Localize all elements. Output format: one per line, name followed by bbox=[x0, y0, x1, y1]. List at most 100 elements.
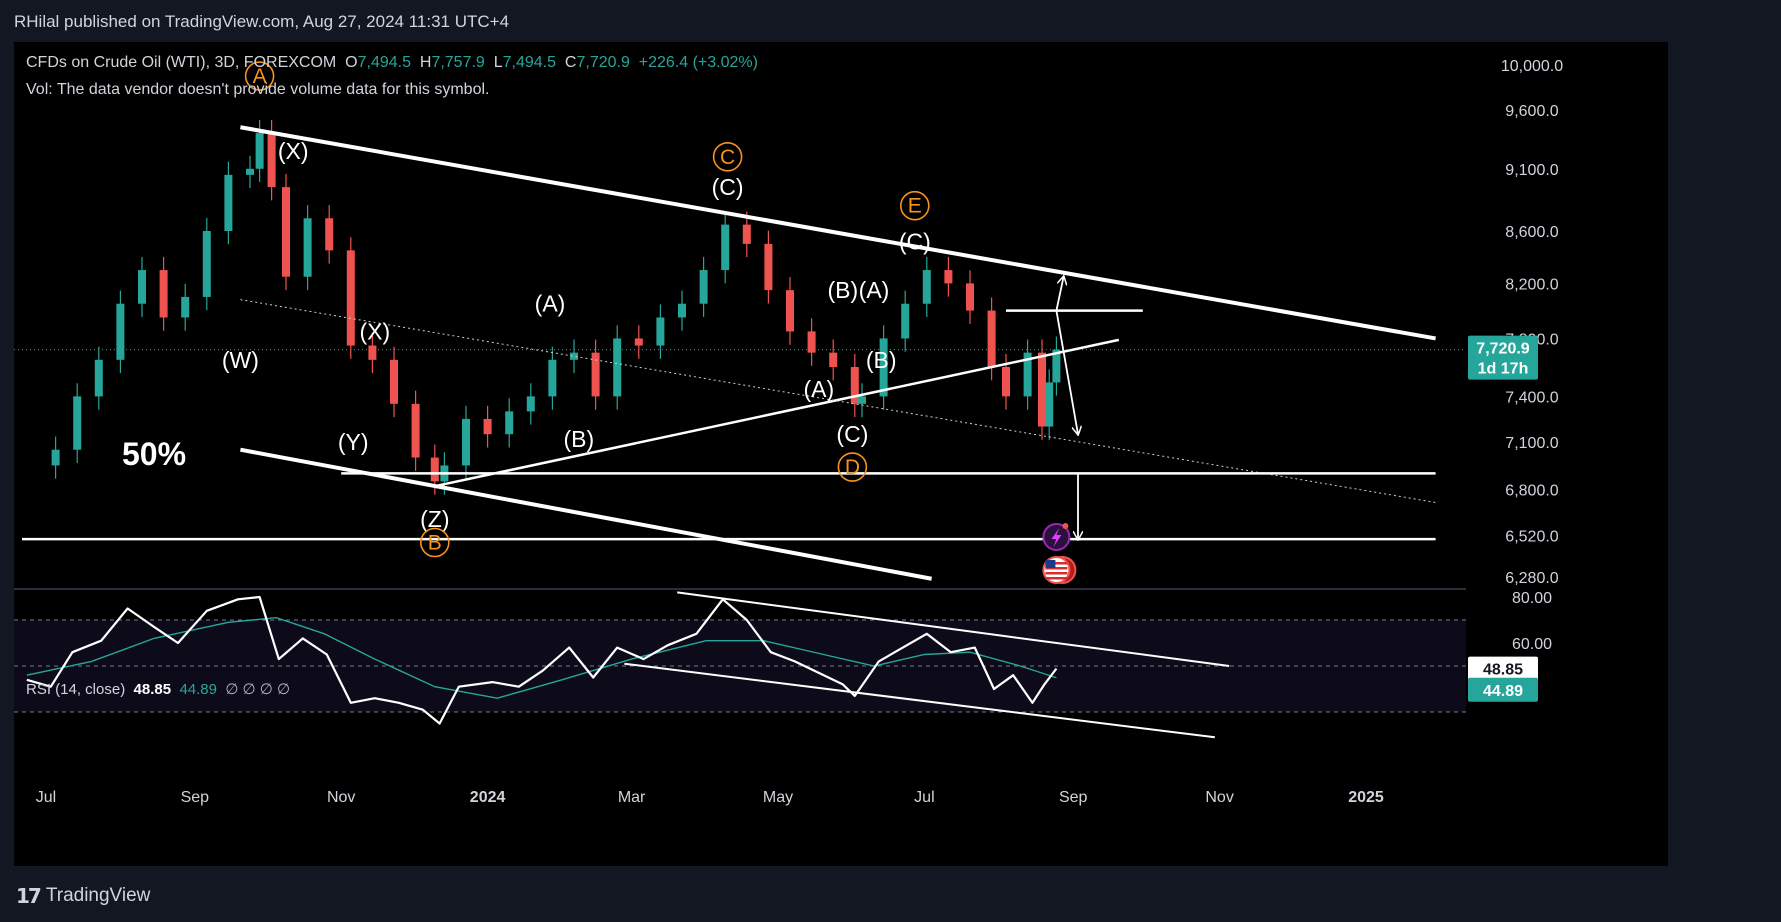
candle-body bbox=[1023, 352, 1032, 397]
candle-body bbox=[591, 352, 600, 397]
wave-label: (X) bbox=[278, 138, 309, 164]
elliott-wave-labels: A(X)(W)(X)(Y)(Z)B(A)(B)C(C)(A)(B) (A)(B)(… bbox=[222, 61, 931, 558]
wave-label: (C) bbox=[712, 174, 744, 200]
symbol-legend[interactable]: CFDs on Crude Oil (WTI), 3D, FOREXCOM O7… bbox=[26, 54, 758, 72]
price-tick-label: 8,600.0 bbox=[1505, 224, 1558, 241]
rsi-value-badge-text: 48.85 bbox=[1483, 662, 1523, 679]
price-badge-text: 1d 17h bbox=[1478, 361, 1529, 378]
rsi-legend[interactable]: RSI (14, close) 48.85 44.89 ∅ ∅ ∅ ∅ bbox=[26, 680, 290, 698]
candle-body bbox=[462, 418, 470, 466]
price-tick-label: 9,600.0 bbox=[1505, 103, 1558, 120]
time-tick-label: Sep bbox=[181, 789, 210, 806]
publisher-header: RHilal published on TradingView.com, Aug… bbox=[0, 0, 1781, 42]
price-tick-label: 7,100.0 bbox=[1505, 435, 1558, 452]
wave-label: (B) bbox=[827, 277, 858, 303]
lightning-event-icon bbox=[1042, 523, 1071, 551]
candle-body bbox=[901, 303, 910, 339]
price-badge: 7,720.9 1d 17h bbox=[1468, 335, 1538, 380]
candle-body bbox=[181, 296, 190, 318]
candle-body bbox=[829, 352, 838, 368]
rsi-ma-line bbox=[26, 616, 1057, 699]
time-tick-label: 2025 bbox=[1348, 789, 1384, 806]
time-tick-label: Jul bbox=[36, 789, 56, 806]
candle-body bbox=[282, 187, 290, 277]
candle-body bbox=[764, 243, 773, 291]
candle-body bbox=[1052, 349, 1061, 383]
wave-circle bbox=[712, 141, 743, 172]
candle-body bbox=[116, 303, 125, 360]
price-tick-label: 8,200.0 bbox=[1505, 276, 1558, 293]
candle-body bbox=[570, 352, 578, 360]
change-value: +226.4 (+3.02%) bbox=[638, 54, 758, 71]
wave-label: (B) bbox=[563, 426, 594, 452]
projection-arrow bbox=[1055, 310, 1078, 435]
candle-body bbox=[548, 359, 557, 397]
candle-body bbox=[368, 345, 377, 360]
candle-body bbox=[526, 396, 535, 412]
rsi-legend-ma-value: 44.89 bbox=[179, 681, 217, 698]
candle-body bbox=[879, 338, 888, 397]
flag-stripe bbox=[1045, 577, 1068, 580]
trendline-channel-lower bbox=[240, 447, 932, 581]
volume-note: Vol: The data vendor doesn't provide vol… bbox=[26, 81, 490, 98]
rsi-title: RSI (14, close) bbox=[26, 681, 126, 698]
candle-body bbox=[267, 133, 276, 188]
wave-label-major: C bbox=[720, 146, 735, 169]
candle-body bbox=[411, 403, 420, 458]
price-badge-text: 7,720.9 bbox=[1476, 341, 1529, 358]
candle-body bbox=[325, 218, 334, 251]
candle-body bbox=[505, 411, 514, 435]
rsi-tick-label: 60.00 bbox=[1512, 636, 1552, 653]
tradingview-logo[interactable]: 17 TradingView bbox=[16, 884, 150, 908]
wave-label: (X) bbox=[359, 318, 390, 344]
wave-circle bbox=[837, 452, 868, 482]
wave-label-major: A bbox=[253, 65, 267, 88]
trendline-dotted-midline bbox=[240, 299, 1436, 503]
candle-body bbox=[246, 168, 254, 175]
candle-body bbox=[483, 418, 492, 435]
flag-stripe bbox=[1045, 572, 1068, 575]
rsi-legend-value: 48.85 bbox=[133, 681, 172, 698]
candle-body bbox=[944, 270, 953, 284]
candle-body bbox=[966, 283, 974, 311]
rsi-trendline bbox=[624, 662, 1215, 739]
wave-circle bbox=[244, 61, 275, 91]
price-tick-label: 6,280.0 bbox=[1505, 570, 1558, 587]
candle-body bbox=[678, 303, 686, 318]
candle-body bbox=[1002, 367, 1010, 397]
time-tick-label: Nov bbox=[327, 789, 355, 806]
candle-body bbox=[73, 396, 82, 450]
candle-body bbox=[858, 396, 866, 404]
candle-body bbox=[346, 250, 355, 346]
high-value: 7,757.9 bbox=[431, 54, 485, 71]
time-axis: Jul Sep Nov 2024 Mar May Jul Sep Nov 2025 bbox=[36, 789, 1384, 806]
trendline-channel-upper bbox=[240, 125, 1436, 341]
projection-arrow bbox=[1055, 277, 1063, 311]
price-tick-label: 9,100.0 bbox=[1505, 162, 1558, 179]
chart-background bbox=[14, 42, 1668, 866]
rsi-tick-label: 80.00 bbox=[1512, 590, 1552, 607]
lightning-bolt bbox=[1051, 528, 1062, 547]
candle-body bbox=[159, 270, 168, 318]
wave-label-major: B bbox=[428, 531, 442, 554]
rsi-value-badge: 48.85 bbox=[1468, 656, 1538, 681]
candle-body bbox=[303, 218, 312, 277]
chart-panel[interactable]: 50% 10,000.0 9,600.0 9,100.0 8,600.0 8,200.0 7… bbox=[14, 42, 1668, 866]
candle-body bbox=[786, 290, 794, 332]
wave-circle bbox=[899, 190, 930, 221]
wave-label: (Z) bbox=[420, 506, 449, 532]
price-tick-label: 6,520.0 bbox=[1505, 529, 1558, 546]
time-tick-label: Sep bbox=[1059, 789, 1088, 806]
rsi-line bbox=[26, 595, 1058, 725]
price-chart-svg[interactable]: 50% 10,000.0 9,600.0 9,100.0 8,600.0 8,200.0 7… bbox=[14, 42, 1668, 866]
event-dot bbox=[1062, 523, 1069, 529]
wave-label: (A) bbox=[859, 277, 890, 303]
candle-body bbox=[51, 449, 60, 466]
candle-body bbox=[390, 359, 398, 404]
high-label: H bbox=[419, 54, 432, 71]
wave-circle bbox=[419, 527, 450, 558]
wave-label: (W) bbox=[222, 347, 259, 373]
close-label: C bbox=[564, 54, 577, 71]
rsi-trendline bbox=[677, 591, 1230, 667]
wave-label: (C) bbox=[836, 421, 868, 447]
